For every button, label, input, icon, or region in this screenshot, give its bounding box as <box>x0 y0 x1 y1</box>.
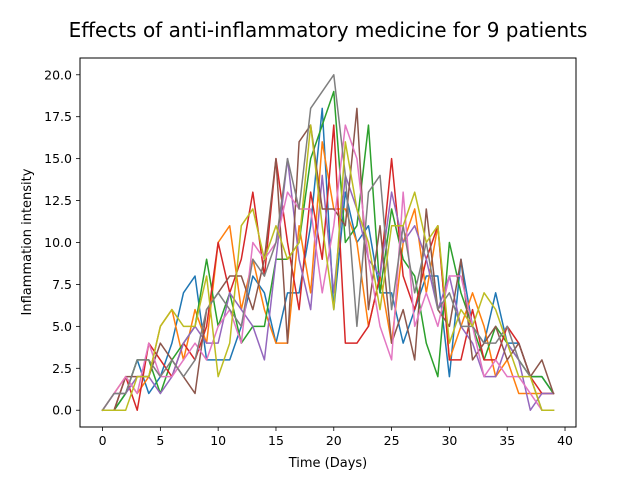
x-axis-label: Time (Days) <box>288 456 368 471</box>
y-axis: 0.0 2.5 5.0 7.5 10.0 12.5 15.0 17.5 20.0 <box>44 67 80 418</box>
y-tick-label: 20.0 <box>44 67 72 82</box>
y-tick-label: 2.5 <box>52 361 72 376</box>
y-tick-label: 5.0 <box>52 319 72 334</box>
x-tick-label: 0 <box>99 433 107 448</box>
x-tick-label: 5 <box>156 433 164 448</box>
chart-title: Effects of anti-inflammatory medicine fo… <box>69 18 588 42</box>
y-tick-label: 12.5 <box>44 193 72 208</box>
x-tick-label: 15 <box>268 433 284 448</box>
y-tick-label: 15.0 <box>44 151 72 166</box>
y-tick-label: 0.0 <box>52 403 72 418</box>
x-tick-label: 35 <box>499 433 515 448</box>
y-tick-label: 7.5 <box>52 277 72 292</box>
x-tick-label: 25 <box>384 433 400 448</box>
series-layer <box>101 74 555 412</box>
y-tick-label: 17.5 <box>44 109 72 124</box>
y-axis-label: Inflammation intensity <box>20 168 35 315</box>
x-tick-label: 20 <box>326 433 342 448</box>
y-tick-label: 10.0 <box>44 235 72 250</box>
series-line-5 <box>101 157 555 412</box>
series-line-9 <box>101 124 555 411</box>
series-line-3 <box>101 90 555 411</box>
series-line-8 <box>101 74 555 412</box>
x-tick-label: 30 <box>441 433 457 448</box>
x-axis: 0 5 10 15 20 25 30 35 40 <box>99 427 573 448</box>
x-tick-label: 10 <box>210 433 226 448</box>
x-tick-label: 40 <box>557 433 573 448</box>
